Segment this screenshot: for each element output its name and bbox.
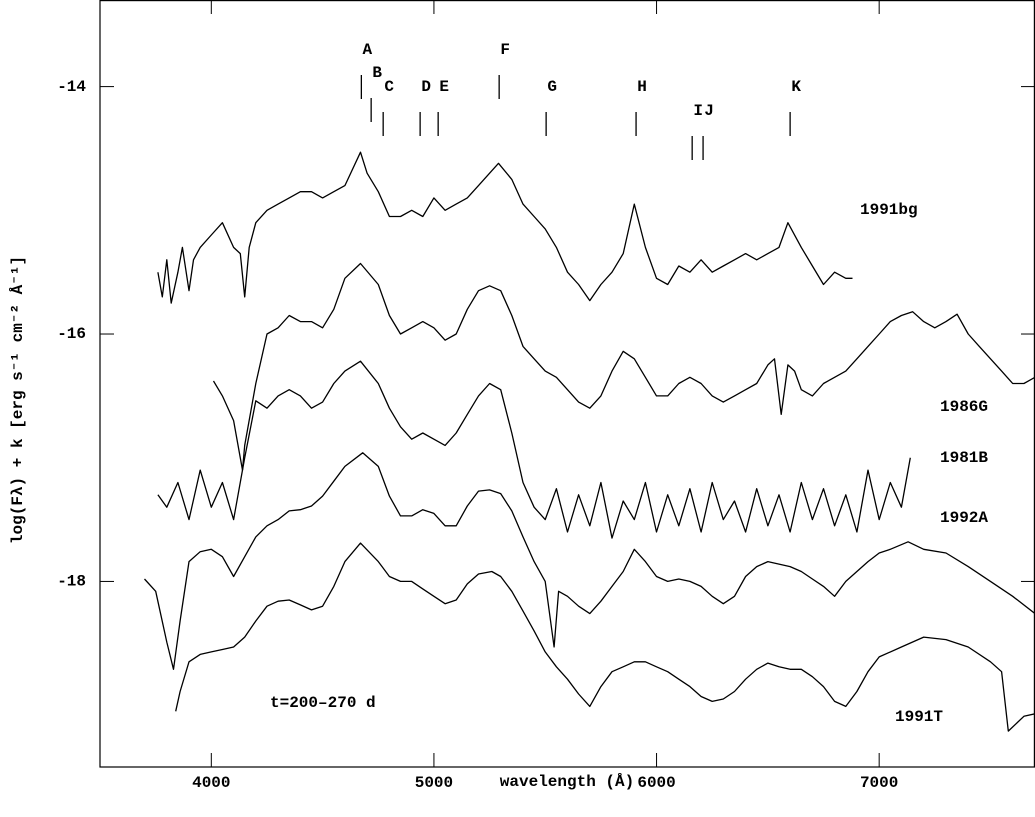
line-id-label: K [791, 78, 801, 96]
annotation: t=200–270 d [270, 694, 376, 712]
line-id-label: C [384, 78, 394, 96]
series-label: 1981B [940, 449, 988, 467]
plot-area [144, 151, 1035, 732]
x-tick-label: 7000 [860, 774, 898, 792]
spectrum-line [212, 262, 1035, 471]
line-id-label: E [439, 78, 449, 96]
y-tick-label: -14 [57, 78, 86, 96]
spectrum-line [144, 452, 1035, 670]
y-tick-label: -18 [57, 573, 86, 591]
y-tick-label: -16 [57, 325, 86, 343]
line-id-label: H [637, 78, 647, 96]
plot-frame [99, 0, 1035, 768]
spectrum-line [157, 360, 911, 539]
series-label: 1991bg [860, 201, 918, 219]
x-tick-label: 6000 [637, 774, 675, 792]
line-id-label: I [693, 102, 703, 120]
line-id-label: G [547, 78, 557, 96]
line-id-label: B [372, 64, 382, 82]
y-axis-label: log(Fλ) + k [erg s⁻¹ cm⁻² Å⁻¹] [8, 256, 27, 544]
line-id-label: J [704, 102, 714, 120]
line-id-label: D [421, 78, 431, 96]
series-label: 1992A [940, 509, 988, 527]
x-axis-label: wavelength (Å) [500, 772, 634, 791]
spectrum-line [157, 151, 853, 304]
spectrum-line [175, 542, 1035, 732]
line-id-label: F [500, 41, 510, 59]
line-id-label: A [363, 41, 373, 59]
series-label: 1986G [940, 398, 988, 416]
series-label: 1991T [895, 708, 943, 726]
x-tick-label: 4000 [192, 774, 230, 792]
x-tick-label: 5000 [415, 774, 453, 792]
